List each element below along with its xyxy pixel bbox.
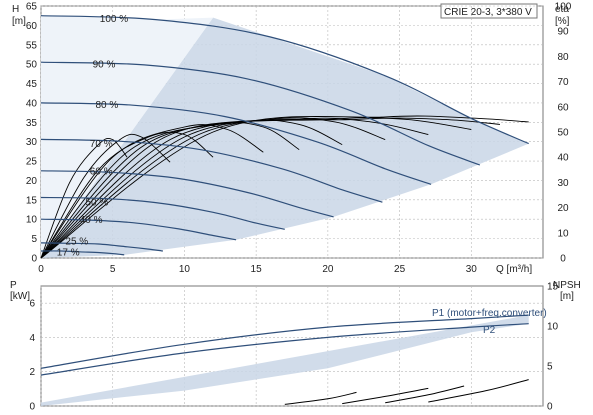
top-x-axis-label: Q [m³/h] — [496, 264, 532, 275]
speed-curve-7 — [40, 242, 163, 252]
npsh-curve-0 — [284, 391, 357, 405]
speed-label-1: 90 % — [93, 59, 116, 70]
speed-curve-1 — [40, 61, 481, 166]
npsh-curve-2 — [385, 385, 465, 404]
top-y-tick-label: 5 — [31, 234, 37, 245]
y-axis-title-p: P — [10, 280, 17, 291]
top-y-tick-label: 20 — [26, 176, 38, 187]
top-y-tick-label: 10 — [26, 215, 38, 226]
speed-label-7: 25 % — [65, 236, 88, 247]
speed-curve-4 — [40, 170, 334, 218]
speed-label-8: 17 % — [57, 248, 80, 259]
bottom-plot-frame — [40, 285, 544, 407]
top-region-fill — [41, 17, 529, 258]
top-y-tick-label: 30 — [26, 137, 38, 148]
bottom-npsh-tick-label: 10 — [547, 322, 559, 333]
top-x-tick-label: 5 — [110, 264, 116, 275]
eta-curve-3 — [40, 124, 264, 259]
top-x-tick-label: 30 — [466, 264, 478, 275]
bottom-y-tick-label: 2 — [29, 367, 35, 378]
speed-curves — [40, 15, 529, 256]
speed-curve-0 — [40, 15, 529, 145]
speed-curve-6 — [40, 218, 237, 241]
top-x-tick-label: 25 — [394, 264, 406, 275]
bottom-npsh-tick-label: 0 — [547, 402, 553, 413]
y-axis-unit-h: [m] — [12, 16, 26, 27]
npsh-curves — [284, 379, 529, 405]
speed-curve-2 — [40, 102, 432, 185]
top-y-tick-label: 40 — [26, 98, 38, 109]
y-axis-title-npsh: NPSH — [553, 280, 581, 291]
eta-curve-8 — [40, 117, 472, 259]
top-eta-tick-label: 70 — [557, 77, 569, 88]
speed-labels: 100 % 90 % 80 % 70 % 60 % 50 % 40 % 25 %17 % — [57, 14, 128, 259]
top-y-tick-label: 50 — [26, 60, 38, 71]
speed-curve-5 — [40, 196, 285, 230]
bottom-npsh-tick-label: 15 — [547, 282, 559, 293]
eta-curve-1 — [40, 133, 171, 259]
bottom-grid — [40, 286, 543, 407]
eta-curve-2 — [40, 131, 214, 259]
top-eta-tick-label: 90 — [557, 27, 569, 38]
eta-curve-0 — [40, 137, 128, 259]
bottom-region-fill — [41, 315, 529, 406]
top-y-tick-label: 0 — [31, 254, 37, 265]
top-y-tick-label: 45 — [26, 79, 38, 90]
speed-label-4: 60 % — [90, 167, 113, 178]
y-axis-unit-eta: [%] — [555, 16, 570, 27]
top-y-tick-label: 55 — [26, 40, 38, 51]
y-axis-title-eta: eta — [555, 4, 569, 15]
p1-series-label: P1 (motor+freq.converter) — [432, 308, 547, 319]
eta-curve-9 — [40, 117, 501, 259]
y-axis-unit-p: [kW] — [10, 291, 30, 302]
power-series — [40, 314, 529, 376]
top-eta-tick-label: 100 — [555, 2, 572, 13]
y-axis-title-h: H — [12, 4, 19, 15]
p2-series-label: P2 — [483, 325, 496, 336]
top-y-tick-label: 15 — [26, 195, 38, 206]
top-x-tick-label: 0 — [38, 264, 44, 275]
speed-curve-3 — [40, 138, 383, 203]
title-box — [440, 3, 538, 19]
y-axis-unit-npsh: [m] — [560, 291, 574, 302]
speed-curve-8 — [40, 250, 125, 256]
chart-title: CRIE 20-3, 3*380 V — [444, 7, 532, 18]
top-y-tick-label: 60 — [26, 21, 38, 32]
top-eta-tick-label: 80 — [557, 52, 569, 63]
top-y-tick-label: 65 — [26, 2, 38, 13]
top-y-tick-label: 25 — [26, 157, 38, 168]
npsh-curve-3 — [428, 379, 529, 403]
top-y-tick-label: 35 — [26, 118, 38, 129]
speed-label-2: 80 % — [96, 100, 119, 111]
top-eta-tick-label: 20 — [557, 203, 569, 214]
speed-label-6: 40 % — [80, 215, 103, 226]
bottom-y-tick-label: 0 — [29, 402, 35, 413]
top-x-tick-label: 15 — [251, 264, 263, 275]
bottom-operating-region — [41, 315, 529, 406]
speed-label-0: 100 % — [100, 14, 128, 25]
top-eta-tick-label: 30 — [557, 178, 569, 189]
top-eta-tick-label: 40 — [557, 153, 569, 164]
speed-label-5: 50 % — [86, 197, 109, 208]
bottom-npsh-tick-label: 5 — [547, 362, 553, 373]
top-eta-tick-label: 60 — [557, 102, 569, 113]
top-eta-tick-label: 50 — [557, 128, 569, 139]
top-eta-tick-label: 0 — [560, 254, 566, 265]
power-series-0 — [40, 314, 529, 369]
top-eta-tick-label: 10 — [557, 228, 569, 239]
power-series-1 — [40, 323, 529, 376]
bottom-y-tick-label: 6 — [29, 299, 35, 310]
top-x-tick-label: 10 — [179, 264, 191, 275]
npsh-curve-1 — [342, 387, 429, 405]
top-x-tick-label: 20 — [322, 264, 334, 275]
axis-ticks: 0510152025303540455055606501020304050607… — [26, 2, 572, 413]
speed-label-3: 70 % — [90, 139, 113, 150]
bottom-y-tick-label: 4 — [29, 333, 35, 344]
